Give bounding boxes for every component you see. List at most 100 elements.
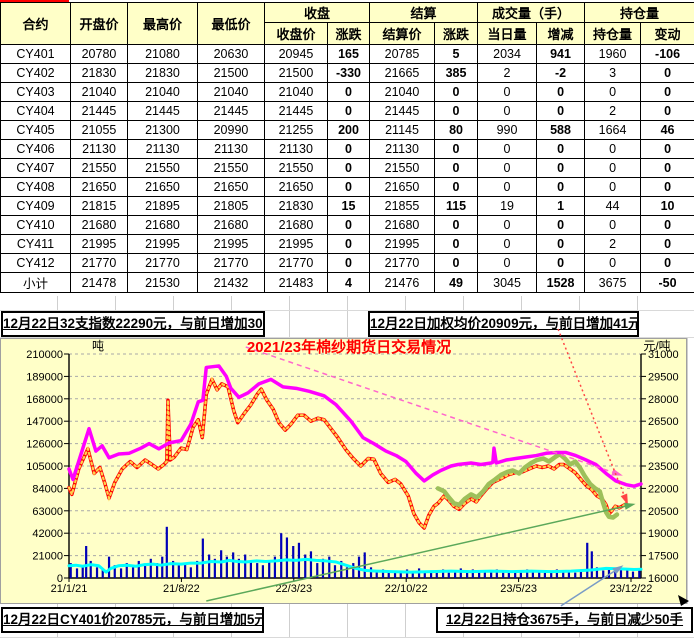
value-cell[interactable]: 21130 [369,139,436,159]
header-high[interactable]: 最高价 [127,2,198,45]
value-cell[interactable]: 0 [640,82,694,102]
value-cell[interactable]: 0 [640,253,694,273]
value-cell[interactable]: 0 [640,215,694,235]
value-cell[interactable]: 21550 [70,158,128,178]
value-cell[interactable]: 0 [477,215,538,235]
value-cell[interactable]: 0 [536,82,586,102]
value-cell[interactable]: 20990 [197,120,265,140]
value-cell[interactable]: 0 [326,139,371,159]
value-cell[interactable]: 21040 [197,82,265,102]
header-settle-chg[interactable]: 涨跌 [434,22,479,45]
value-cell[interactable]: 21550 [369,158,436,178]
value-cell[interactable]: 0 [477,82,538,102]
value-cell[interactable]: 0 [536,158,586,178]
value-cell[interactable]: 2034 [477,44,538,64]
value-cell[interactable]: 21830 [70,63,128,83]
value-cell[interactable]: 385 [434,63,479,83]
value-cell[interactable]: 0 [434,158,479,178]
value-cell[interactable]: 15 [326,196,371,216]
header-close-price[interactable]: 收盘价 [264,22,328,45]
value-cell[interactable]: 0 [326,177,371,197]
value-cell[interactable]: 21080 [127,44,198,64]
value-cell[interactable]: 21665 [369,63,436,83]
value-cell[interactable]: 21040 [70,82,128,102]
value-cell[interactable]: 0 [477,101,538,121]
value-cell[interactable]: 0 [326,158,371,178]
value-cell[interactable]: 0 [536,177,586,197]
value-cell[interactable]: 20785 [369,44,436,64]
value-cell[interactable]: 0 [536,253,586,273]
value-cell[interactable]: 21478 [70,272,128,293]
header-settle-group[interactable]: 结算 [369,2,479,23]
value-cell[interactable]: 115 [434,196,479,216]
value-cell[interactable]: 21500 [264,63,328,83]
value-cell[interactable]: 200 [326,120,371,140]
value-cell[interactable]: 21040 [369,82,436,102]
contract-cell[interactable]: CY409 [0,196,71,216]
value-cell[interactable]: 0 [584,177,642,197]
value-cell[interactable]: 21770 [264,253,328,273]
value-cell[interactable]: 0 [640,177,694,197]
contract-cell[interactable]: CY404 [0,101,71,121]
value-cell[interactable]: 21680 [197,215,265,235]
value-cell[interactable]: 21550 [197,158,265,178]
contract-cell[interactable]: CY403 [0,82,71,102]
value-cell[interactable]: 46 [640,120,694,140]
value-cell[interactable]: 19 [477,196,538,216]
value-cell[interactable]: -2 [536,63,586,83]
value-cell[interactable]: 21432 [197,272,265,293]
index-note-box[interactable]: 12月22日32支指数22290元，与前日增加30元 [1,311,265,337]
value-cell[interactable]: 0 [536,139,586,159]
value-cell[interactable]: 21550 [264,158,328,178]
value-cell[interactable]: 20780 [70,44,128,64]
value-cell[interactable]: 1664 [584,120,642,140]
value-cell[interactable]: 3675 [584,272,642,293]
contract-cell[interactable]: CY407 [0,158,71,178]
header-volume-group[interactable]: 成交量（手） [477,2,586,23]
value-cell[interactable]: 21255 [264,120,328,140]
value-cell[interactable]: 0 [584,82,642,102]
value-cell[interactable]: 21770 [70,253,128,273]
value-cell[interactable]: 21995 [264,234,328,254]
value-cell[interactable]: 21483 [264,272,328,293]
value-cell[interactable]: 21130 [264,139,328,159]
value-cell[interactable]: 21680 [70,215,128,235]
header-low[interactable]: 最低价 [197,2,265,45]
value-cell[interactable]: 0 [434,177,479,197]
cy401-note-box[interactable]: 12月22日CY401价20785元，与前日增加5元 [1,607,264,633]
value-cell[interactable]: 20630 [197,44,265,64]
value-cell[interactable]: 21680 [264,215,328,235]
value-cell[interactable]: 0 [434,101,479,121]
value-cell[interactable]: -106 [640,44,694,64]
contract-cell[interactable]: CY412 [0,253,71,273]
value-cell[interactable]: 21830 [264,196,328,216]
contract-cell[interactable]: 小计 [0,272,71,293]
value-cell[interactable]: 21650 [197,177,265,197]
header-close-chg[interactable]: 涨跌 [326,22,371,45]
value-cell[interactable]: 0 [326,215,371,235]
contract-cell[interactable]: CY408 [0,177,71,197]
value-cell[interactable]: 21650 [70,177,128,197]
value-cell[interactable]: 0 [326,253,371,273]
value-cell[interactable]: 21995 [127,234,198,254]
value-cell[interactable]: 21130 [197,139,265,159]
header-contract[interactable]: 合约 [0,2,71,45]
header-oi-chg[interactable]: 变动 [640,22,694,45]
value-cell[interactable]: 21530 [127,272,198,293]
value-cell[interactable]: 0 [477,234,538,254]
value-cell[interactable]: 10 [640,196,694,216]
value-cell[interactable]: 0 [584,158,642,178]
value-cell[interactable]: 21680 [127,215,198,235]
value-cell[interactable]: 2 [477,63,538,83]
value-cell[interactable]: 21815 [70,196,128,216]
value-cell[interactable]: 0 [536,101,586,121]
value-cell[interactable]: 21040 [127,82,198,102]
value-cell[interactable]: 2 [584,234,642,254]
value-cell[interactable]: 0 [434,139,479,159]
value-cell[interactable]: 4 [326,272,371,293]
value-cell[interactable]: 21830 [127,63,198,83]
contract-cell[interactable]: CY410 [0,215,71,235]
weighted-avg-note-box[interactable]: 12月22日加权均价20909元，与前日增加41元 [368,311,639,337]
value-cell[interactable]: 1 [536,196,586,216]
value-cell[interactable]: 941 [536,44,586,64]
